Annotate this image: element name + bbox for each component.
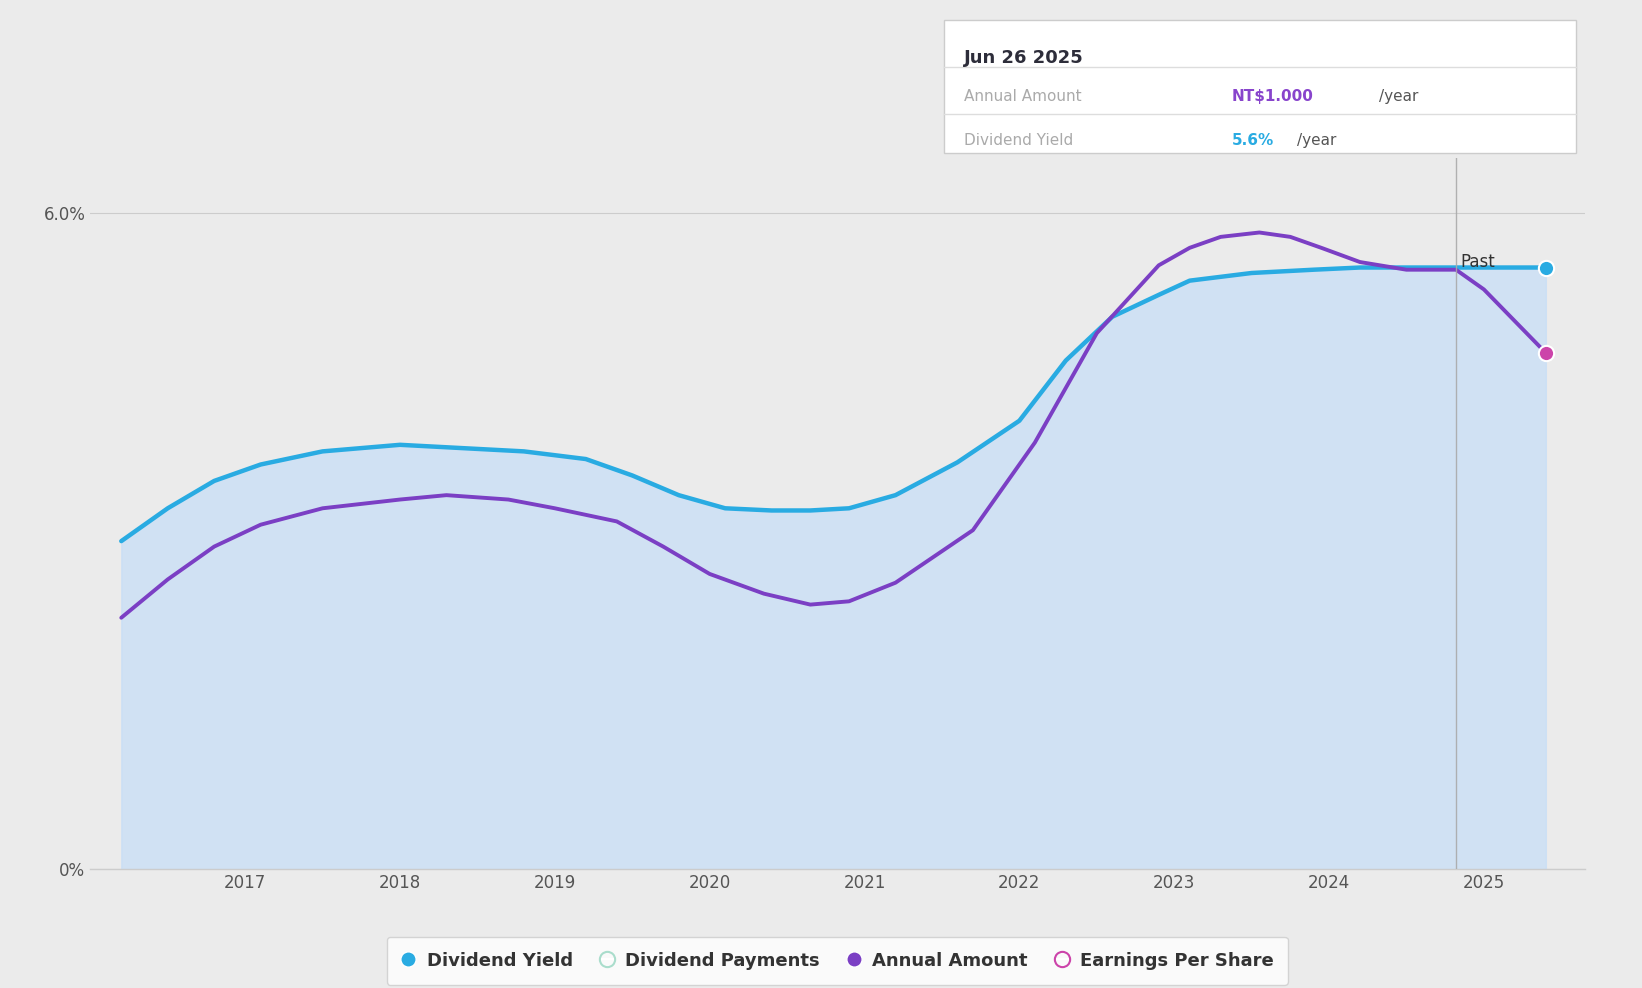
Legend: Dividend Yield, Dividend Payments, Annual Amount, Earnings Per Share: Dividend Yield, Dividend Payments, Annua… (388, 937, 1287, 985)
Text: Annual Amount: Annual Amount (964, 89, 1082, 105)
Text: Dividend Yield: Dividend Yield (964, 132, 1074, 148)
Text: Jun 26 2025: Jun 26 2025 (964, 49, 1084, 67)
Text: NT$1.000: NT$1.000 (1232, 89, 1314, 105)
Text: /year: /year (1379, 89, 1419, 105)
Text: /year: /year (1297, 132, 1337, 148)
Text: Past: Past (1461, 253, 1496, 271)
Text: 5.6%: 5.6% (1232, 132, 1274, 148)
